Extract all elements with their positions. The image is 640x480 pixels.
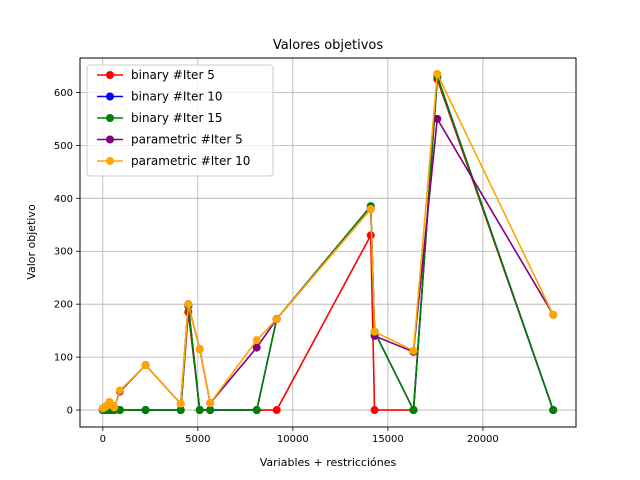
y-tick-label: 100 [54, 353, 73, 364]
data-point [195, 345, 204, 354]
legend-items: binary #Iter 5 binary #Iter 10 binary #Ite… [97, 68, 250, 168]
legend-marker [106, 114, 114, 122]
x-tick-label: 0 [100, 434, 106, 445]
chart-title: Valores objetivos [273, 38, 384, 53]
data-point [366, 204, 375, 213]
data-point [549, 406, 558, 415]
data-point [272, 406, 281, 415]
data-point [195, 406, 204, 415]
legend-item: parametric #Iter 10 [97, 154, 250, 168]
data-point [115, 386, 124, 395]
data-point [206, 399, 215, 408]
series-layer [98, 69, 558, 415]
grid [80, 58, 576, 427]
legend-label: binary #Iter 15 [131, 111, 222, 125]
data-point [433, 114, 442, 123]
data-point [141, 361, 150, 370]
legend-marker [106, 71, 114, 79]
y-tick-label: 600 [54, 88, 73, 99]
ticks: 0 5000 10000 15000 20000 0 100 200 300 400 500 600 [54, 88, 499, 445]
legend-label: parametric #Iter 10 [131, 154, 250, 168]
x-tick-label: 10000 [277, 434, 309, 445]
legend-marker [106, 92, 114, 101]
data-point [409, 346, 418, 355]
y-tick-label: 300 [54, 247, 73, 258]
x-axis-label: Variables + restricciónes [260, 456, 397, 469]
data-point [176, 406, 185, 415]
plot-frame [79, 57, 577, 428]
data-point [252, 406, 261, 415]
data-point [206, 406, 215, 415]
legend-label: binary #Iter 10 [131, 90, 222, 104]
data-point [433, 69, 442, 78]
legend-marker [106, 135, 114, 144]
x-tick-label: 15000 [372, 434, 404, 445]
data-point [370, 406, 379, 415]
y-tick-label: 500 [54, 141, 73, 152]
legend-item: binary #Iter 15 [97, 111, 222, 125]
series-group [98, 69, 558, 413]
x-tick-label: 5000 [185, 434, 210, 445]
data-point [549, 310, 558, 319]
legend-label: parametric #Iter 5 [131, 133, 243, 147]
legend-label: binary #Iter 5 [131, 68, 215, 82]
data-point [252, 336, 261, 345]
legend-box [86, 64, 274, 177]
legend-marker [106, 157, 114, 165]
legend: binary #Iter 5 binary #Iter 10 binary #Ite… [86, 64, 274, 177]
y-tick-label: 200 [54, 300, 73, 311]
data-point [110, 403, 119, 412]
x-tick-label: 20000 [467, 434, 499, 445]
data-point [141, 406, 150, 415]
data-point [176, 399, 185, 408]
y-axis-label: Valor objetivo [25, 204, 38, 280]
data-point [272, 315, 281, 323]
legend-item: parametric #Iter 5 [97, 133, 243, 147]
y-tick-label: 0 [67, 406, 73, 417]
data-point [409, 406, 418, 415]
data-point [252, 343, 261, 352]
y-tick-label: 400 [54, 194, 73, 205]
data-point [370, 327, 379, 336]
legend-item: binary #Iter 5 [97, 68, 215, 82]
legend-item: binary #Iter 10 [97, 90, 222, 104]
data-point [184, 300, 193, 309]
